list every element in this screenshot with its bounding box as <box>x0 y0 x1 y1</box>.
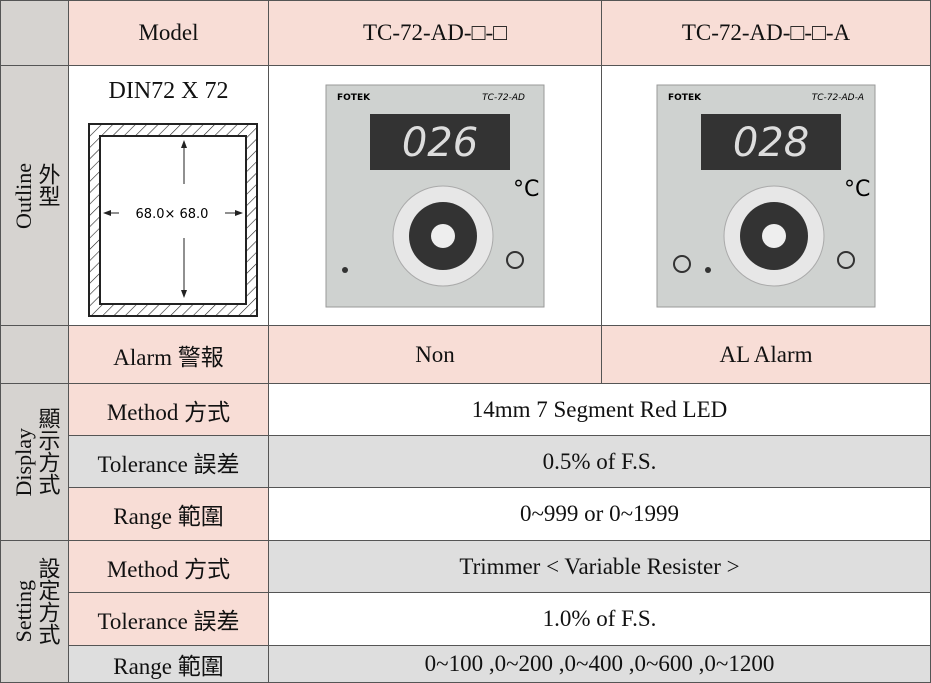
led-display: 028 <box>733 120 809 166</box>
led-display: 026 <box>402 120 478 166</box>
value-cell: AL Alarm <box>601 325 931 384</box>
header-cell: TC-72-AD-□-□-A <box>601 0 931 66</box>
group-label: 顯示方式 <box>37 407 59 495</box>
group-label: Display <box>11 428 37 496</box>
label-cell: Alarm 警報 <box>68 325 269 384</box>
label-cell: Range 範圍 <box>68 487 269 541</box>
model-label: TC-72-AD <box>482 93 525 103</box>
label-cell: Tolerance 誤差 <box>68 435 269 488</box>
outline-cell: DIN72 X 72 68.0× 68.0 <box>68 65 269 326</box>
brand: FOTEK <box>668 93 702 103</box>
controller-image: FOTEK TC-72-AD-A 028 °C <box>656 84 876 308</box>
unit-icon: °C <box>513 177 539 202</box>
dimension-drawing: 68.0× 68.0 <box>69 66 268 325</box>
controller-image: FOTEK TC-72-AD 026 °C <box>325 84 545 308</box>
label-cell: Range 範圍 <box>68 645 269 683</box>
value-cell: 1.0% of F.S. <box>268 592 931 646</box>
spec-table: Model TC-72-AD-□-□ TC-72-AD-□-□-A Outlin… <box>0 0 931 683</box>
header-cell: TC-72-AD-□-□ <box>268 0 602 66</box>
group-label: 外型 <box>37 163 59 207</box>
value-cell: 0~999 or 0~1999 <box>268 487 931 541</box>
value-cell: 14mm 7 Segment Red LED <box>268 383 931 436</box>
value-cell: 0~100 ,0~200 ,0~400 ,0~600 ,0~1200 <box>268 645 931 683</box>
value-cell: Non <box>268 325 602 384</box>
image-cell: FOTEK TC-72-AD-A 028 °C <box>601 65 931 326</box>
group-cell <box>0 325 69 384</box>
value-cell: 0.5% of F.S. <box>268 435 931 488</box>
dimension-label: 68.0× 68.0 <box>136 207 209 222</box>
label-cell: Method 方式 <box>68 383 269 436</box>
label-cell: Method 方式 <box>68 540 269 593</box>
header-cell: Model <box>68 0 269 66</box>
value-cell: Trimmer < Variable Resister > <box>268 540 931 593</box>
label-cell: Tolerance 誤差 <box>68 592 269 646</box>
group-label: Outline <box>11 163 37 229</box>
model-label: TC-72-AD-A <box>812 93 864 103</box>
group-label: 設定方式 <box>37 557 59 645</box>
group-label: Setting <box>11 580 37 642</box>
unit-icon: °C <box>844 177 870 202</box>
corner-cell <box>0 0 69 66</box>
brand: FOTEK <box>337 93 371 103</box>
image-cell: FOTEK TC-72-AD 026 °C <box>268 65 602 326</box>
